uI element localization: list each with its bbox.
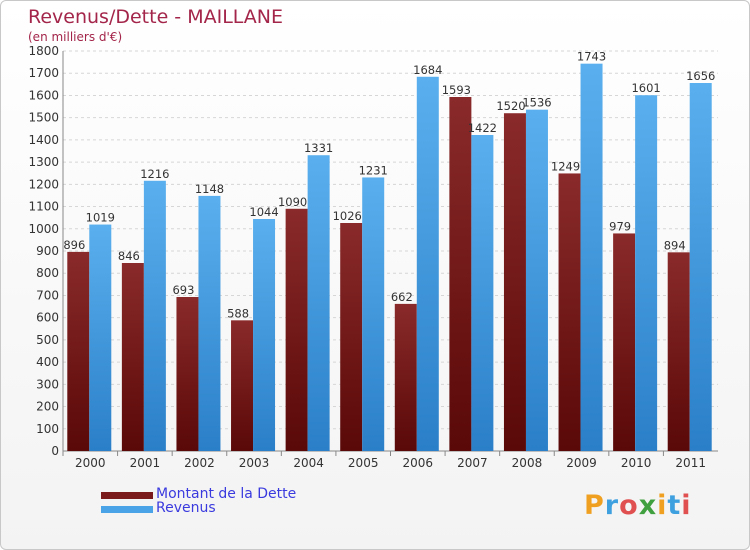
y-tick-label: 400 bbox=[36, 355, 59, 369]
revenue-value-label: 1684 bbox=[413, 63, 442, 77]
revenue-value-label: 1044 bbox=[249, 205, 278, 219]
debt-value-label: 1520 bbox=[496, 99, 525, 113]
x-tick-label: 2003 bbox=[239, 456, 270, 470]
revenue-value-label: 1019 bbox=[86, 211, 115, 225]
debt-bar bbox=[67, 251, 90, 451]
revenue-value-label: 1331 bbox=[304, 141, 333, 155]
debt-bar bbox=[613, 233, 636, 451]
y-tick-label: 1300 bbox=[28, 155, 59, 169]
debt-value-label: 896 bbox=[63, 238, 85, 252]
revenue-value-label: 1601 bbox=[631, 81, 660, 95]
revenue-bar bbox=[471, 135, 494, 451]
revenue-value-label: 1656 bbox=[686, 69, 715, 83]
x-tick-label: 2002 bbox=[184, 456, 215, 470]
x-tick-label: 2011 bbox=[675, 456, 706, 470]
revenue-bar bbox=[143, 180, 166, 451]
y-tick-label: 1800 bbox=[28, 44, 59, 58]
logo-letter: t bbox=[667, 490, 682, 521]
y-tick-label: 1200 bbox=[28, 177, 59, 191]
y-tick-label: 600 bbox=[36, 311, 59, 325]
x-tick-label: 2000 bbox=[75, 456, 106, 470]
revenue-value-label: 1148 bbox=[195, 182, 224, 196]
debt-bar bbox=[231, 320, 254, 451]
x-tick-label: 2008 bbox=[512, 456, 543, 470]
legend-debt-label: Montant de la Dette bbox=[156, 486, 297, 502]
debt-bar bbox=[285, 208, 308, 451]
logo-letter: o bbox=[619, 490, 639, 521]
debt-value-label: 1249 bbox=[551, 159, 580, 173]
debt-value-label: 979 bbox=[609, 219, 631, 233]
y-tick-label: 900 bbox=[36, 244, 59, 258]
y-tick-label: 100 bbox=[36, 422, 59, 436]
proxiti-logo: Proxiti bbox=[584, 490, 692, 521]
chart-title: Revenus/Dette - MAILLANE bbox=[28, 6, 284, 28]
debt-bar bbox=[340, 223, 363, 451]
y-tick-label: 800 bbox=[36, 266, 59, 280]
revenue-bar bbox=[525, 109, 548, 452]
chart-subtitle: (en milliers d'€) bbox=[28, 30, 123, 44]
logo-letter: P bbox=[584, 490, 605, 521]
y-tick-label: 1000 bbox=[28, 222, 59, 236]
logo-letter: i bbox=[657, 490, 668, 521]
revenue-value-label: 1743 bbox=[577, 50, 606, 64]
revenue-bar bbox=[307, 155, 330, 451]
legend-revenue-swatch bbox=[101, 506, 153, 513]
y-tick-label: 200 bbox=[36, 400, 59, 414]
y-tick-label: 500 bbox=[36, 333, 59, 347]
y-tick-label: 1700 bbox=[28, 66, 59, 80]
revenue-value-label: 1216 bbox=[140, 167, 169, 181]
x-tick-label: 2006 bbox=[403, 456, 434, 470]
y-tick-label: 1100 bbox=[28, 200, 59, 214]
revenue-bar bbox=[362, 177, 385, 451]
y-tick-label: 0 bbox=[51, 444, 59, 458]
legend-debt-swatch bbox=[101, 492, 153, 499]
revenue-bar bbox=[635, 95, 658, 451]
revenue-value-label: 1231 bbox=[359, 163, 388, 177]
revenue-bar bbox=[253, 219, 276, 451]
debt-bar bbox=[176, 297, 199, 451]
revenue-bar bbox=[198, 195, 221, 451]
debt-value-label: 1026 bbox=[333, 209, 362, 223]
x-tick-label: 2005 bbox=[348, 456, 379, 470]
debt-value-label: 846 bbox=[118, 249, 140, 263]
revenue-bar bbox=[689, 83, 712, 451]
y-tick-label: 700 bbox=[36, 288, 59, 302]
logo-letter: i bbox=[681, 490, 692, 521]
revenue-bar bbox=[416, 76, 439, 452]
debt-bar bbox=[449, 97, 472, 451]
revenue-bar bbox=[89, 224, 112, 451]
debt-value-label: 588 bbox=[227, 306, 249, 320]
logo-letter: x bbox=[638, 490, 658, 521]
debt-value-label: 662 bbox=[391, 290, 413, 304]
debt-bar bbox=[394, 303, 417, 451]
y-tick-label: 1600 bbox=[28, 88, 59, 102]
debt-value-label: 1090 bbox=[278, 195, 307, 209]
x-tick-label: 2001 bbox=[130, 456, 161, 470]
debt-value-label: 894 bbox=[664, 238, 686, 252]
x-tick-label: 2004 bbox=[293, 456, 324, 470]
legend-revenue-label: Revenus bbox=[156, 500, 216, 516]
debt-bar bbox=[121, 263, 144, 451]
x-tick-label: 2010 bbox=[621, 456, 652, 470]
debt-bar bbox=[503, 113, 526, 451]
debt-bar bbox=[667, 252, 690, 451]
debt-value-label: 693 bbox=[172, 283, 194, 297]
revenue-value-label: 1422 bbox=[468, 121, 497, 135]
y-tick-label: 1500 bbox=[28, 111, 59, 125]
debt-value-label: 1593 bbox=[442, 83, 471, 97]
x-tick-label: 2007 bbox=[457, 456, 488, 470]
logo-letter: r bbox=[604, 490, 620, 521]
y-tick-label: 300 bbox=[36, 377, 59, 391]
y-tick-label: 1400 bbox=[28, 133, 59, 147]
revenue-value-label: 1536 bbox=[522, 96, 551, 110]
debt-bar bbox=[558, 173, 581, 451]
x-tick-label: 2009 bbox=[566, 456, 597, 470]
revenue-bar bbox=[580, 63, 603, 452]
